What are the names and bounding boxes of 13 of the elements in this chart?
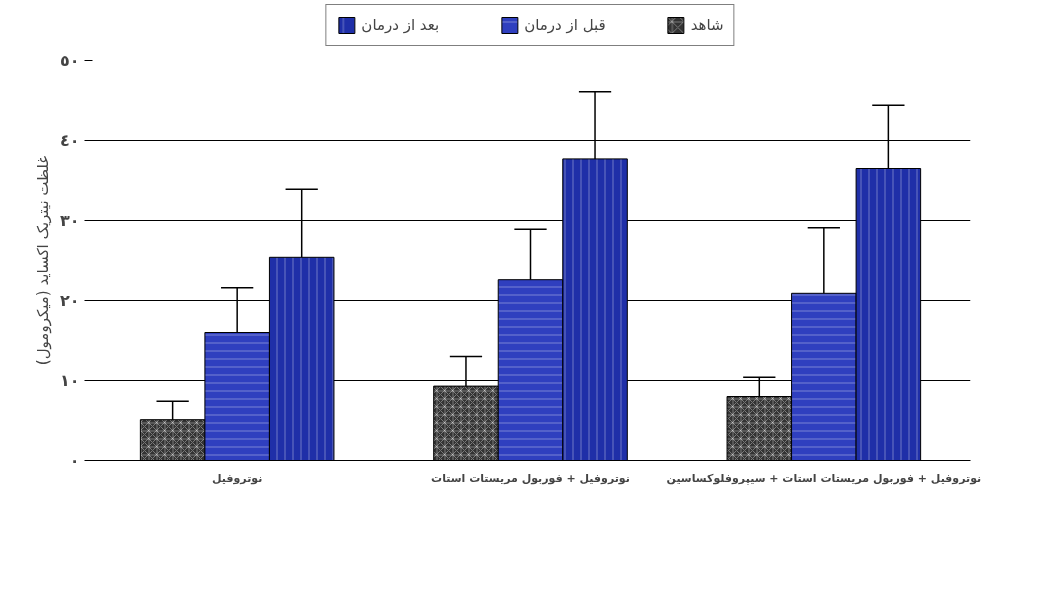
y-axis-title: غلظت نیتریک اکساید (میکرومول) bbox=[33, 155, 52, 366]
y-tick-label: ٢٠ bbox=[59, 291, 80, 310]
legend-label: بعد از درمان bbox=[361, 16, 440, 34]
legend-label: شاهد bbox=[690, 16, 724, 34]
y-tick-label: ٠ bbox=[69, 451, 80, 470]
y-tick-label: ٣٠ bbox=[59, 211, 80, 230]
y-tick-label: ٥٠ bbox=[59, 51, 80, 70]
x-tick-label: نوتروفیل + فوربول مریستات استات + سیپروفلوکساسین bbox=[666, 471, 982, 485]
y-tick-label: ٤٠ bbox=[59, 131, 80, 150]
legend-label: قبل از درمان bbox=[524, 16, 606, 34]
x-tick-label: نوتروفیل + فوربول مریستات استات bbox=[431, 471, 630, 485]
x-tick-label: نوتروفیل bbox=[211, 471, 263, 485]
y-tick-label: ١٠ bbox=[59, 371, 80, 390]
